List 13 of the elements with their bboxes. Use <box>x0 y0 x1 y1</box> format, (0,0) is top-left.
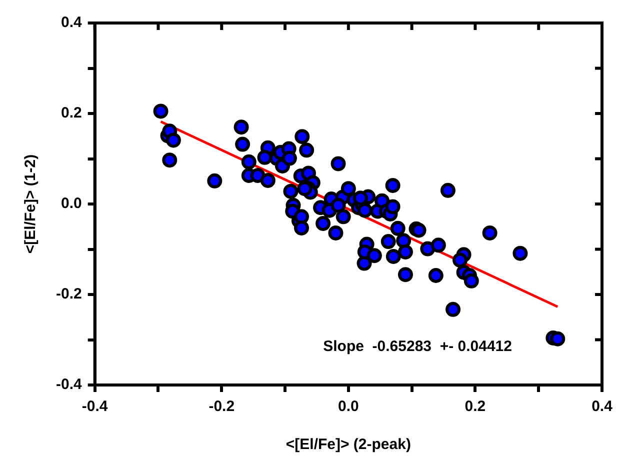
y-tick-label: -0.4 <box>56 376 82 394</box>
x-tick-label: -0.4 <box>82 398 108 416</box>
x-tick-label: 0.0 <box>338 398 359 416</box>
x-tick-label: 0.4 <box>592 398 614 416</box>
y-tick-label: 0.2 <box>60 104 82 122</box>
annotation: Slope -0.65283 +- 0.04412 <box>323 338 512 356</box>
x-tick-label: -0.2 <box>208 398 235 416</box>
y-tick-label: 0.4 <box>60 14 82 32</box>
y-tick-label: -0.2 <box>56 286 82 303</box>
y-tick-label: 0.0 <box>60 195 82 212</box>
y-axis-title: <[El/Fe]> (1-2) <box>22 154 40 254</box>
x-tick-label: 0.2 <box>464 398 486 416</box>
x-axis-title: <[El/Fe]> (2-peak) <box>286 436 411 454</box>
